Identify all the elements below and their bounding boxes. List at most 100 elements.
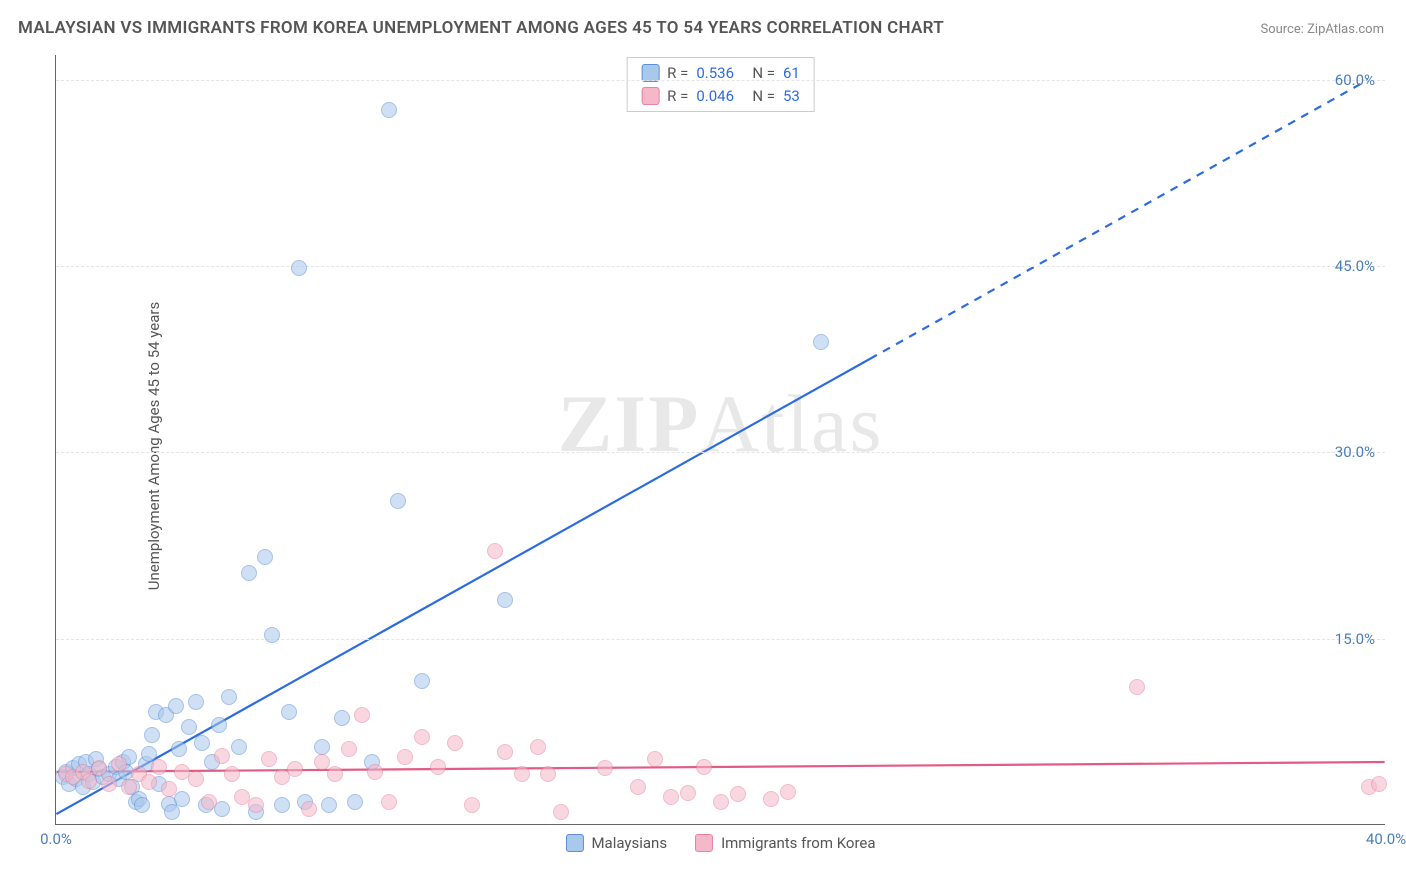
- scatter-marker: [334, 710, 350, 726]
- stats-box: R = 0.536 N = 61 R = 0.046 N = 53: [626, 57, 815, 112]
- gridline: [56, 80, 1385, 81]
- scatter-marker: [188, 771, 204, 787]
- scatter-marker: [221, 689, 237, 705]
- scatter-marker: [174, 791, 190, 807]
- scatter-marker: [291, 260, 307, 276]
- plot-area: ZIPAtlas R =0.536N =61R =0.046N =53 Mala…: [55, 55, 1385, 825]
- stats-n-label: N =: [752, 85, 775, 108]
- stats-r-label: R =: [667, 85, 688, 108]
- scatter-marker: [367, 764, 383, 780]
- legend-item: Immigrants from Korea: [695, 834, 875, 852]
- scatter-marker: [241, 565, 257, 581]
- legend-swatch: [695, 834, 713, 852]
- chart-container: MALAYSIAN VS IMMIGRANTS FROM KOREA UNEMP…: [0, 0, 1406, 892]
- y-tick-label: 45.0%: [1335, 257, 1375, 275]
- legend-label: Malaysians: [591, 834, 667, 852]
- legend-label: Immigrants from Korea: [721, 834, 875, 852]
- scatter-marker: [301, 801, 317, 817]
- trend-line-dashed: [870, 80, 1368, 359]
- scatter-marker: [214, 748, 230, 764]
- gridline: [56, 452, 1385, 453]
- scatter-marker: [194, 735, 210, 751]
- scatter-marker: [514, 766, 530, 782]
- y-tick-label: 15.0%: [1335, 630, 1375, 648]
- scatter-marker: [763, 791, 779, 807]
- scatter-marker: [91, 760, 107, 776]
- scatter-marker: [161, 781, 177, 797]
- scatter-marker: [181, 719, 197, 735]
- stats-n-value: 61: [783, 62, 800, 85]
- scatter-marker: [248, 797, 264, 813]
- stats-row: R = 0.536 N = 61: [641, 62, 800, 85]
- scatter-marker: [314, 739, 330, 755]
- scatter-marker: [680, 785, 696, 801]
- scatter-marker: [381, 794, 397, 810]
- source-label: Source: ZipAtlas.com: [1260, 22, 1384, 37]
- chart-title: MALAYSIAN VS IMMIGRANTS FROM KOREA UNEMP…: [18, 18, 944, 38]
- x-tick-label: 40.0%: [1366, 830, 1406, 848]
- scatter-marker: [447, 735, 463, 751]
- stats-r-value: 0.536: [696, 62, 744, 85]
- trend-lines-svg: [56, 55, 1385, 824]
- scatter-marker: [696, 759, 712, 775]
- stats-r-label: R =: [667, 62, 688, 85]
- stats-n-value: 53: [783, 85, 800, 108]
- scatter-marker: [281, 704, 297, 720]
- scatter-marker: [327, 766, 343, 782]
- scatter-marker: [141, 774, 157, 790]
- scatter-marker: [287, 761, 303, 777]
- series-swatch: [641, 87, 659, 105]
- scatter-marker: [540, 766, 556, 782]
- scatter-marker: [168, 698, 184, 714]
- y-tick-label: 30.0%: [1335, 443, 1375, 461]
- trend-line-solid: [56, 762, 1384, 772]
- scatter-marker: [101, 776, 117, 792]
- watermark-bold: ZIP: [558, 378, 701, 469]
- scatter-marker: [188, 694, 204, 710]
- gridline: [56, 639, 1385, 640]
- scatter-marker: [274, 797, 290, 813]
- scatter-marker: [813, 334, 829, 350]
- stats-r-value: 0.046: [696, 85, 744, 108]
- stats-n-label: N =: [752, 62, 775, 85]
- scatter-marker: [630, 779, 646, 795]
- scatter-marker: [321, 797, 337, 813]
- scatter-marker: [1129, 679, 1145, 695]
- scatter-marker: [430, 759, 446, 775]
- scatter-marker: [314, 754, 330, 770]
- x-tick-label: 0.0%: [40, 830, 72, 848]
- scatter-marker: [261, 751, 277, 767]
- scatter-marker: [224, 766, 240, 782]
- legend-swatch: [565, 834, 583, 852]
- scatter-marker: [414, 729, 430, 745]
- scatter-marker: [354, 707, 370, 723]
- legend-item: Malaysians: [565, 834, 667, 852]
- scatter-marker: [713, 794, 729, 810]
- gridline: [56, 266, 1385, 267]
- scatter-marker: [151, 759, 167, 775]
- scatter-marker: [414, 673, 430, 689]
- scatter-marker: [134, 797, 150, 813]
- scatter-marker: [497, 744, 513, 760]
- scatter-marker: [487, 543, 503, 559]
- scatter-marker: [730, 786, 746, 802]
- scatter-marker: [530, 739, 546, 755]
- scatter-marker: [663, 789, 679, 805]
- scatter-marker: [211, 717, 227, 733]
- legend-bottom: Malaysians Immigrants from Korea: [565, 834, 875, 852]
- scatter-marker: [381, 102, 397, 118]
- stats-row: R = 0.046 N = 53: [641, 85, 800, 108]
- watermark-light: Atlas: [700, 378, 883, 469]
- y-tick-label: 60.0%: [1335, 71, 1375, 89]
- scatter-marker: [647, 751, 663, 767]
- scatter-marker: [257, 549, 273, 565]
- scatter-marker: [780, 784, 796, 800]
- scatter-marker: [264, 627, 280, 643]
- scatter-marker: [341, 741, 357, 757]
- scatter-marker: [1371, 776, 1387, 792]
- scatter-marker: [347, 794, 363, 810]
- scatter-marker: [464, 797, 480, 813]
- scatter-marker: [144, 727, 160, 743]
- scatter-marker: [553, 804, 569, 820]
- scatter-marker: [171, 741, 187, 757]
